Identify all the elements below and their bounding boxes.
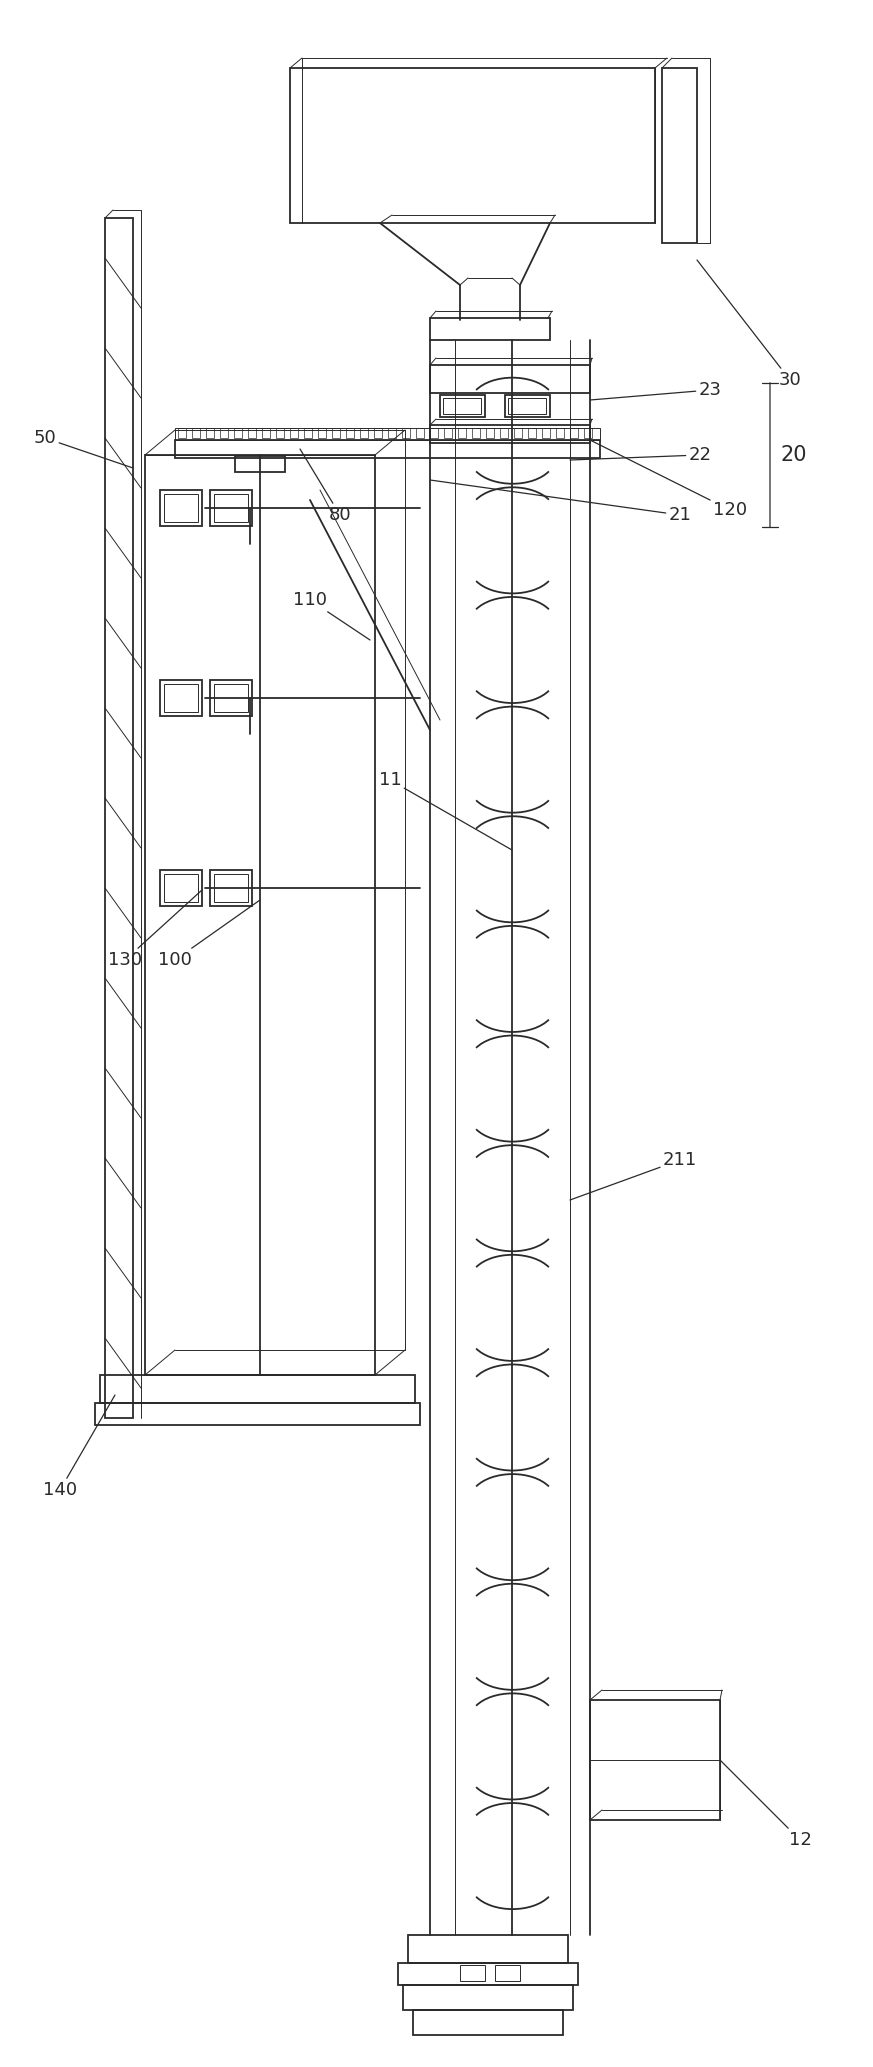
Bar: [304, 428, 312, 438]
Bar: [662, 68, 697, 244]
Text: 30: 30: [697, 260, 801, 389]
Bar: [444, 428, 452, 438]
Bar: [160, 870, 202, 905]
Bar: [590, 1699, 720, 1821]
Bar: [486, 428, 494, 438]
Text: 11: 11: [379, 771, 512, 850]
Bar: [514, 428, 522, 438]
Bar: [95, 1403, 420, 1424]
Text: 211: 211: [570, 1151, 698, 1201]
Bar: [430, 318, 550, 339]
Bar: [430, 426, 590, 442]
Bar: [290, 68, 655, 223]
Bar: [210, 870, 252, 905]
Bar: [160, 680, 202, 715]
Bar: [413, 2009, 563, 2036]
Bar: [472, 428, 480, 438]
Bar: [398, 1964, 578, 1984]
Bar: [500, 428, 508, 438]
Bar: [210, 490, 252, 525]
Bar: [430, 366, 590, 393]
Bar: [248, 428, 256, 438]
Bar: [235, 457, 285, 471]
Bar: [290, 428, 298, 438]
Text: 12: 12: [720, 1759, 811, 1850]
Bar: [430, 428, 438, 438]
Text: 50: 50: [34, 430, 133, 467]
Bar: [100, 1375, 415, 1403]
Bar: [262, 428, 270, 438]
Text: 21: 21: [430, 480, 691, 525]
Bar: [214, 494, 248, 523]
Text: 100: 100: [158, 899, 260, 969]
Bar: [570, 428, 578, 438]
Bar: [145, 455, 375, 1375]
Bar: [460, 1966, 485, 1980]
Bar: [508, 399, 546, 413]
Bar: [528, 428, 536, 438]
Bar: [276, 428, 284, 438]
Text: 120: 120: [590, 440, 747, 519]
Text: 80: 80: [300, 449, 351, 525]
Bar: [214, 684, 248, 711]
Bar: [175, 440, 600, 459]
Bar: [164, 874, 198, 901]
Bar: [374, 428, 382, 438]
Bar: [458, 428, 466, 438]
Text: 130: 130: [108, 891, 202, 969]
Bar: [416, 428, 424, 438]
Bar: [160, 490, 202, 525]
Bar: [210, 680, 252, 715]
Text: 23: 23: [590, 380, 721, 401]
Bar: [556, 428, 564, 438]
Bar: [164, 684, 198, 711]
Bar: [332, 428, 340, 438]
Bar: [542, 428, 550, 438]
Bar: [402, 428, 410, 438]
Bar: [318, 428, 326, 438]
Bar: [105, 217, 133, 1418]
Bar: [164, 494, 198, 523]
Bar: [192, 428, 200, 438]
Bar: [178, 428, 186, 438]
Text: 22: 22: [570, 446, 711, 463]
Bar: [234, 428, 242, 438]
Bar: [443, 399, 481, 413]
Text: 140: 140: [43, 1395, 115, 1499]
Bar: [403, 1984, 573, 2009]
Bar: [346, 428, 354, 438]
Text: 20: 20: [780, 444, 807, 465]
Text: 110: 110: [293, 591, 370, 641]
Bar: [220, 428, 228, 438]
Bar: [440, 395, 485, 418]
Bar: [360, 428, 368, 438]
Bar: [408, 1935, 568, 1964]
Bar: [505, 395, 550, 418]
Bar: [214, 874, 248, 901]
Bar: [584, 428, 592, 438]
Bar: [495, 1966, 520, 1980]
Bar: [175, 428, 600, 440]
Bar: [206, 428, 214, 438]
Bar: [388, 428, 396, 438]
